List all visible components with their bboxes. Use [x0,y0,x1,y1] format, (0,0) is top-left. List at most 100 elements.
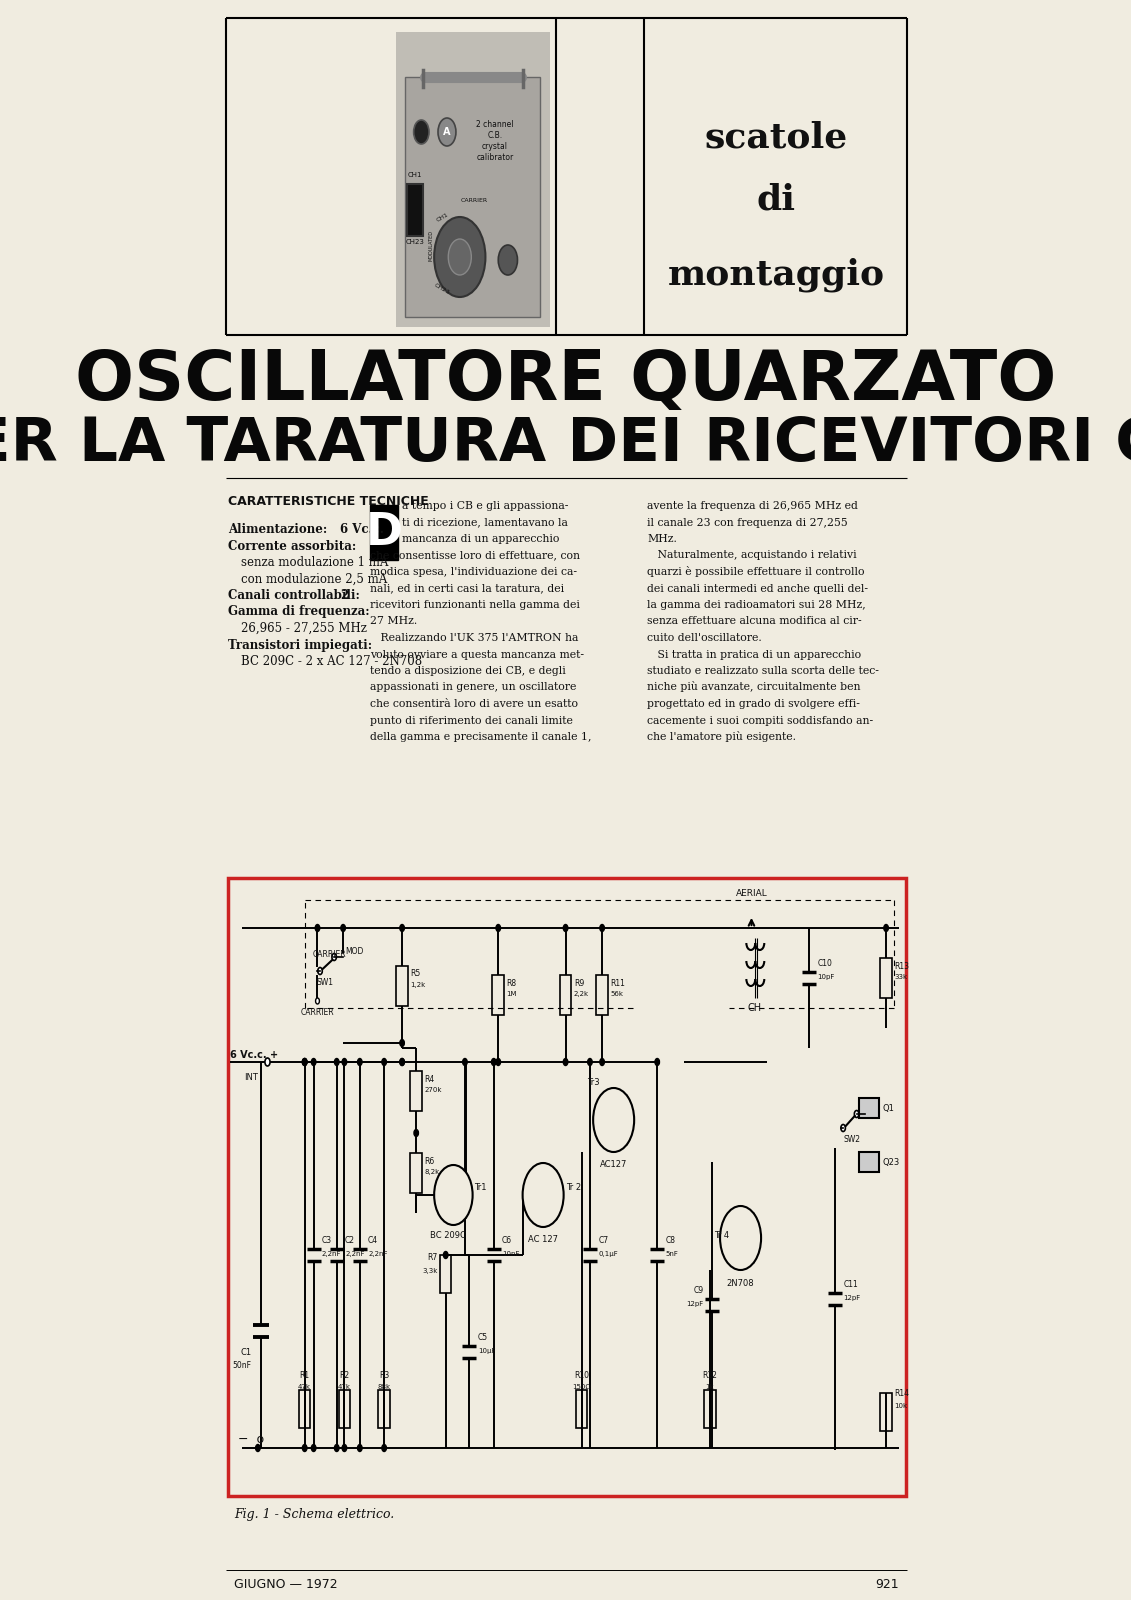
Circle shape [335,1445,339,1451]
Text: 1M: 1M [507,990,517,997]
Text: 2: 2 [340,589,348,602]
Circle shape [414,1130,418,1136]
Text: BC 209C: BC 209C [430,1230,466,1240]
Text: R13: R13 [895,962,909,971]
Circle shape [335,1059,339,1066]
Text: C1: C1 [240,1347,251,1357]
Text: a tempo i CB e gli appassiona-: a tempo i CB e gli appassiona- [403,501,569,510]
Text: avente la frequenza di 26,965 MHz ed: avente la frequenza di 26,965 MHz ed [647,501,857,510]
Bar [596,974,607,1014]
Text: Corrente assorbita:: Corrente assorbita: [227,539,356,552]
Text: 150Ω: 150Ω [572,1384,592,1390]
Text: senza modulazione 1 mA: senza modulazione 1 mA [241,557,388,570]
Text: CARRIER: CARRIER [460,198,487,203]
Text: 0,1μF: 0,1μF [598,1251,618,1258]
Bar [576,1390,587,1427]
Text: CH23: CH23 [433,282,450,294]
Text: 12pF: 12pF [843,1294,861,1301]
Text: C8: C8 [665,1235,675,1245]
Circle shape [720,1206,761,1270]
Text: punto di riferimento dei canali limite: punto di riferimento dei canali limite [370,715,573,725]
Text: R10: R10 [575,1371,589,1379]
Text: AERIAL: AERIAL [735,890,767,898]
Bar [396,32,550,326]
Text: ti di ricezione, lamentavano la: ti di ricezione, lamentavano la [403,517,568,528]
Circle shape [588,1059,593,1066]
Text: 10nF: 10nF [502,1251,519,1258]
Circle shape [434,218,485,298]
Circle shape [343,1445,346,1451]
Text: 50nF: 50nF [233,1362,251,1370]
Text: cuito dell'oscillatore.: cuito dell'oscillatore. [647,634,762,643]
Text: Tr 2: Tr 2 [566,1182,580,1192]
Text: della gamma e precisamente il canale 1,: della gamma e precisamente il canale 1, [370,733,592,742]
Text: 47k: 47k [299,1384,311,1390]
Text: SW2: SW2 [844,1134,861,1144]
Text: CARRIER: CARRIER [301,1008,335,1018]
Text: 26,965 - 27,255 MHz: 26,965 - 27,255 MHz [241,622,366,635]
Circle shape [302,1445,307,1451]
Text: MHz.: MHz. [647,534,676,544]
Circle shape [883,925,888,931]
Text: scatole: scatole [705,122,847,155]
Circle shape [311,1059,316,1066]
Bar [379,1390,390,1427]
Text: BC 209C - 2 x AC 127 - 2N708: BC 209C - 2 x AC 127 - 2N708 [241,654,422,669]
Text: dei canali intermedi ed anche quelli del-: dei canali intermedi ed anche quelli del… [647,584,867,594]
Text: Alimentazione:: Alimentazione: [227,523,327,536]
Text: PER LA TARATURA DEI RICEVITORI CB: PER LA TARATURA DEI RICEVITORI CB [0,416,1131,475]
Text: il canale 23 con frequenza di 27,255: il canale 23 con frequenza di 27,255 [647,517,848,528]
Circle shape [492,1059,497,1066]
Text: R3: R3 [379,1371,389,1379]
Text: mancanza di un apparecchio: mancanza di un apparecchio [403,534,560,544]
Circle shape [593,1088,634,1152]
Text: C6: C6 [502,1235,512,1245]
Text: R7: R7 [428,1253,438,1262]
Circle shape [443,1251,448,1259]
Text: Q1: Q1 [882,1104,895,1112]
Circle shape [840,1125,845,1131]
Text: MODULATED: MODULATED [429,230,433,261]
Text: 921: 921 [875,1578,899,1590]
Text: R14: R14 [893,1389,909,1398]
Text: R6: R6 [424,1157,434,1166]
Text: studiato e realizzato sulla scorta delle tec-: studiato e realizzato sulla scorta delle… [647,666,879,675]
Circle shape [563,1059,568,1066]
Bar [411,1154,422,1194]
Circle shape [400,1040,405,1046]
Text: C4: C4 [368,1235,378,1245]
Text: modica spesa, l'individuazione dei ca-: modica spesa, l'individuazione dei ca- [370,566,577,578]
Text: senza effettuare alcuna modifica al cir-: senza effettuare alcuna modifica al cir- [647,616,862,627]
Circle shape [302,1059,307,1066]
Text: nali, ed in certi casi la taratura, dei: nali, ed in certi casi la taratura, dei [370,584,564,594]
Text: AC 127: AC 127 [528,1235,558,1245]
Circle shape [497,1059,501,1066]
Circle shape [331,954,336,960]
Text: R8: R8 [507,979,517,987]
Text: 270k: 270k [424,1086,442,1093]
Text: quarzi è possibile effettuare il controllo: quarzi è possibile effettuare il control… [647,566,864,578]
Text: C2: C2 [345,1235,355,1245]
Text: A: A [443,126,451,138]
Bar [560,974,571,1014]
Bar [703,1390,716,1427]
Text: 12pF: 12pF [687,1301,703,1307]
Text: 1k: 1k [706,1384,714,1390]
Bar [396,965,408,1005]
Text: la gamma dei radioamatori sui 28 MHz,: la gamma dei radioamatori sui 28 MHz, [647,600,865,610]
Text: che consentisse loro di effettuare, con: che consentisse loro di effettuare, con [370,550,580,560]
Text: 88k: 88k [378,1384,390,1390]
Circle shape [854,1110,858,1117]
Text: CH: CH [748,1003,762,1013]
Text: progettato ed in grado di svolgere effi-: progettato ed in grado di svolgere effi- [647,699,860,709]
Circle shape [414,120,429,144]
Circle shape [448,238,472,275]
Bar [492,974,504,1014]
Bar [227,878,906,1496]
Circle shape [340,925,345,931]
Text: GIUGNO — 1972: GIUGNO — 1972 [234,1578,338,1590]
Text: 27 MHz.: 27 MHz. [370,616,417,627]
Text: 2,2nF: 2,2nF [368,1251,388,1258]
Circle shape [599,1059,604,1066]
Text: R12: R12 [702,1371,717,1379]
